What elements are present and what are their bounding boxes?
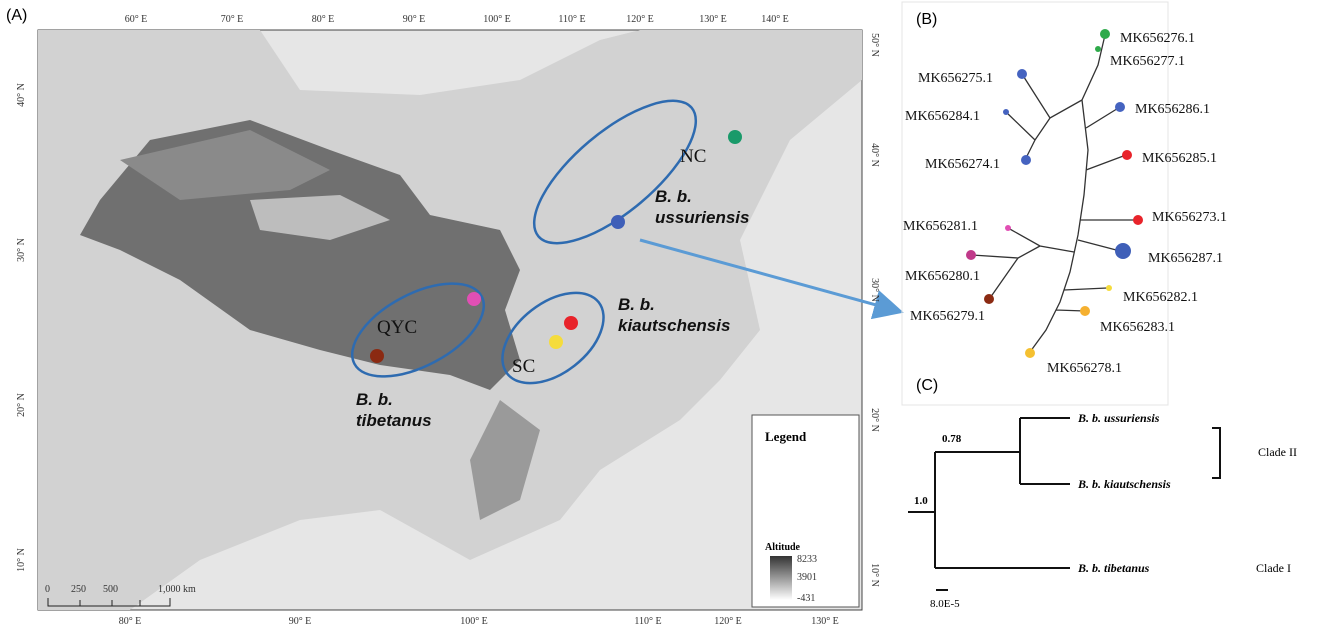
longitude-label: 130° E [811, 616, 839, 627]
subspecies-label: B. b. kiautschensis [618, 294, 743, 336]
scale-label: 250 [71, 584, 86, 595]
haplotype-node [1100, 29, 1110, 39]
latitude-label: 10° N [16, 548, 27, 572]
haplotype-label: MK656279.1 [910, 309, 985, 324]
haplotype-node [1115, 243, 1131, 259]
haplotype-node [1005, 225, 1011, 231]
tree-panel: B. b. ussuriensis B. b. kiautschensis B.… [908, 411, 1297, 610]
haplotype-label: MK656283.1 [1100, 320, 1175, 335]
site-dot [564, 316, 578, 330]
haplotype-node [1095, 46, 1101, 52]
legend-value: 3901 [797, 572, 817, 583]
latitude-label: 20° N [16, 393, 27, 417]
haplotype-label: MK656278.1 [1047, 361, 1122, 376]
haplotype-label: MK656277.1 [1110, 54, 1185, 69]
haplotype-node [984, 294, 994, 304]
longitude-label: 80° E [119, 616, 142, 627]
panel-label: (B) [916, 11, 937, 28]
longitude-label: 90° E [403, 14, 426, 25]
latitude-label: 20° N [869, 408, 880, 432]
panel-label: (A) [6, 7, 27, 24]
haplotype-node [966, 250, 976, 260]
longitude-label: 100° E [483, 14, 511, 25]
network-edges [972, 35, 1138, 352]
haplotype-node [1080, 306, 1090, 316]
haplotype-label: MK656285.1 [1142, 151, 1217, 166]
legend-subtitle: Altitude [765, 542, 801, 553]
latitude-label: 10° N [869, 563, 880, 587]
region-label: QYC [377, 317, 417, 338]
site-dot [370, 349, 384, 363]
site-dot [611, 215, 625, 229]
haplotype-label: MK656282.1 [1123, 290, 1198, 305]
haplotype-label: MK656273.1 [1152, 210, 1227, 225]
scale-label: 500 [103, 584, 118, 595]
taxon-label: B. b. ussuriensis [1077, 411, 1160, 425]
latitude-label: 50° N [869, 33, 880, 57]
map-panel: NC QYC SC Legend Altitude 8233 3901 -431… [38, 30, 898, 610]
longitude-label: 80° E [312, 14, 335, 25]
haplotype-label: MK656274.1 [925, 157, 1000, 172]
altitude-ramp [770, 556, 792, 600]
legend-title: Legend [765, 429, 807, 444]
longitude-label: 130° E [699, 14, 727, 25]
haplotype-node [1122, 150, 1132, 160]
figure: NC QYC SC Legend Altitude 8233 3901 -431… [0, 0, 1317, 633]
haplotype-label: MK656287.1 [1148, 251, 1223, 266]
longitude-label: 100° E [460, 616, 488, 627]
scale-label: 1,000 km [158, 584, 196, 595]
support-value: 0.78 [942, 433, 962, 445]
haplotype-label: MK656284.1 [905, 109, 980, 124]
haplotype-node [1115, 102, 1125, 112]
site-dot [549, 335, 563, 349]
longitude-label: 120° E [626, 14, 654, 25]
haplotype-node [1017, 69, 1027, 79]
longitude-label: 140° E [761, 14, 789, 25]
longitude-label: 90° E [289, 616, 312, 627]
region-label: NC [680, 146, 706, 167]
longitude-label: 110° E [634, 616, 661, 627]
haplotype-node [1133, 215, 1143, 225]
latitude-label: 30° N [869, 278, 880, 302]
site-dot [728, 130, 742, 144]
subspecies-label: B. b. ussuriensis [655, 186, 760, 228]
haplotype-label: MK656280.1 [905, 269, 980, 284]
region-label: SC [512, 356, 535, 377]
longitude-label: 60° E [125, 14, 148, 25]
haplotype-label: MK656276.1 [1120, 31, 1195, 46]
latitude-label: 30° N [16, 238, 27, 262]
site-dot [467, 292, 481, 306]
longitude-label: 110° E [558, 14, 585, 25]
network-panel: MK656276.1 MK656277.1 MK656275.1 MK656286.1… [902, 2, 1227, 405]
legend-value: -431 [797, 593, 815, 604]
latitude-label: 40° N [869, 143, 880, 167]
haplotype-label: MK656281.1 [903, 219, 978, 234]
haplotype-node [1025, 348, 1035, 358]
haplotype-label: MK656286.1 [1135, 102, 1210, 117]
latitude-label: 40° N [16, 83, 27, 107]
clade-label: Clade II [1258, 445, 1297, 459]
subspecies-label: B. b. tibetanus [356, 389, 448, 431]
taxon-label: B. b. kiautschensis [1077, 477, 1171, 491]
haplotype-label: MK656275.1 [918, 71, 993, 86]
taxon-label: B. b. tibetanus [1077, 561, 1150, 575]
haplotype-node [1106, 285, 1112, 291]
scale-label: 8.0E-5 [930, 598, 960, 610]
clade-label: Clade I [1256, 561, 1291, 575]
longitude-label: 120° E [714, 616, 742, 627]
panel-label: (C) [916, 377, 938, 394]
support-value: 1.0 [914, 495, 928, 507]
haplotype-node [1021, 155, 1031, 165]
legend-value: 8233 [797, 554, 817, 565]
scale-label: 0 [45, 584, 50, 595]
longitude-label: 70° E [221, 14, 244, 25]
haplotype-node [1003, 109, 1009, 115]
